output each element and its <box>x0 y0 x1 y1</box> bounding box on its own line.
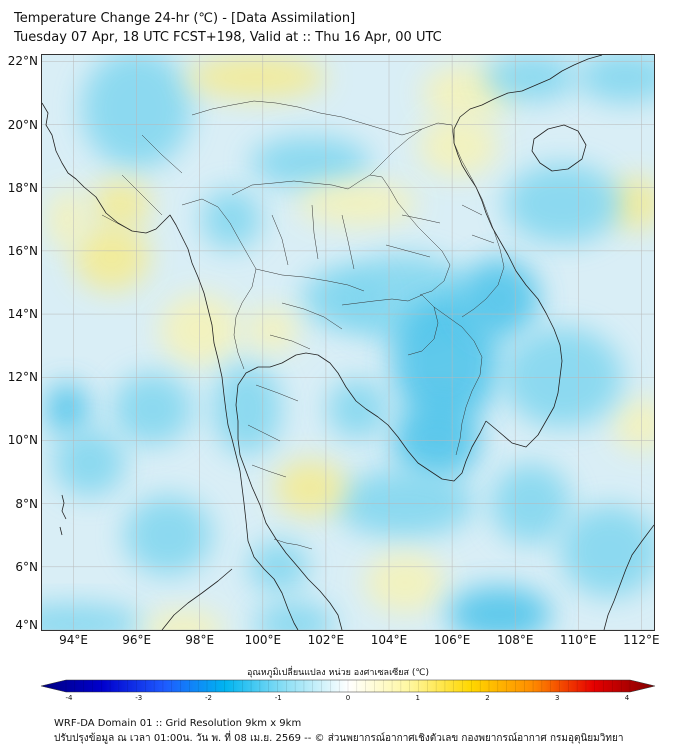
field-patch-hot <box>73 223 150 292</box>
coastline-bay-of-bengal <box>42 102 299 630</box>
field-patch-cold <box>45 382 90 435</box>
coastline-borneo <box>603 524 654 630</box>
longitude-label: 94°E <box>59 633 88 647</box>
longitude-label: 104°E <box>370 633 408 647</box>
longitude-label: 102°E <box>307 633 345 647</box>
colorbar-tick-label: 1 <box>415 694 420 702</box>
colorbar-tick-label: -1 <box>274 694 282 702</box>
map-panel <box>41 54 655 631</box>
border-thailand-cambodia <box>341 294 439 356</box>
coastline-sumatra <box>161 568 233 630</box>
field-patch-hot <box>607 177 654 230</box>
colorbar-tick-label: 4 <box>624 694 630 702</box>
field-patch-cool <box>254 601 335 630</box>
temperature-field <box>42 55 654 630</box>
coastlines <box>42 55 654 630</box>
latitude-label: 4°N <box>15 618 38 632</box>
temperature-change-map <box>42 55 654 630</box>
field-patch-cool <box>484 55 577 102</box>
colorbar-title: อุณหภูมิเปลี่ยนแปลง หน่วย องศาเซลเซียส (… <box>246 668 430 678</box>
latitude-label: 20°N <box>7 117 38 132</box>
colorbar-tick-marks <box>65 680 631 692</box>
longitude-label: 108°E <box>496 633 534 647</box>
colorbar-tick-label: 3 <box>555 694 560 702</box>
latitude-label: 16°N <box>7 243 38 258</box>
border-malaysia-thailand <box>273 538 313 550</box>
field-patch-cool <box>112 372 193 445</box>
longitude-label: 100°E <box>244 633 282 647</box>
field-patch-cool <box>559 505 654 598</box>
field-patch-cold <box>391 297 500 426</box>
field-patch-cool <box>42 603 144 630</box>
colorbar-tick-label: 0 <box>345 694 351 702</box>
colorbar <box>40 679 656 693</box>
longitude-label: 98°E <box>185 633 215 647</box>
field-patch-warm <box>613 398 654 451</box>
field-patch-warm <box>297 181 418 226</box>
colorbar-tick-label: -2 <box>205 694 212 702</box>
field-patch-cool <box>250 136 371 189</box>
border-laos-vietnam <box>369 122 505 318</box>
latitude-label: 12°N <box>7 370 38 385</box>
provinces-vietnam-laos <box>101 134 495 258</box>
field-patch-warm <box>47 189 88 250</box>
field-patch-cool <box>53 428 126 497</box>
graticule <box>42 55 654 630</box>
field-patch-hot <box>90 179 151 228</box>
field-patch-warm <box>246 307 299 352</box>
provinces-thailand-a <box>247 204 365 478</box>
field-patch-cold <box>447 586 552 630</box>
field-patch-warm <box>143 610 224 630</box>
field-patch-hot <box>186 55 327 100</box>
longitude-label: 110°E <box>560 633 597 647</box>
field-patch-cool <box>577 55 654 104</box>
colorbar-tick-label: -3 <box>135 694 143 702</box>
colorbar-gradient <box>40 679 656 693</box>
longitude-label: 112°E <box>623 633 660 647</box>
border-cambodia-vietnam <box>433 306 483 456</box>
latitude-label: 10°N <box>7 433 38 448</box>
field-patch-cold <box>459 258 540 339</box>
colorbar-tick-label: -4 <box>65 694 73 702</box>
longitude-label: 96°E <box>122 633 152 647</box>
footer-model-info: WRF-DA Domain 01 :: Grid Resolution 9km … <box>54 718 302 729</box>
latitude-label: 22°N <box>7 54 38 69</box>
field-patch-cool <box>201 189 262 250</box>
coastline-andaman <box>59 494 67 536</box>
field-patch-warm <box>364 552 445 613</box>
field-patch-hot <box>274 459 347 516</box>
latitude-label: 8°N <box>15 496 38 511</box>
coastline-hainan <box>531 124 587 172</box>
map-title: Temperature Change 24-hr (℃) - [Data Ass… <box>14 11 356 26</box>
field-patch-cool <box>327 378 388 439</box>
latitude-label: 18°N <box>7 180 38 195</box>
field-patch-cool <box>124 495 213 576</box>
field-patch-cool <box>213 362 282 455</box>
longitude-label: 106°E <box>433 633 471 647</box>
field-patch-cool <box>504 163 621 244</box>
map-subtitle: Tuesday 07 Apr, 18 UTC FCST+198, Valid a… <box>14 30 442 45</box>
coastline-gulf-of-thailand <box>235 352 487 630</box>
latitude-label: 6°N <box>15 559 38 574</box>
border-china-south <box>191 100 423 136</box>
border-thailand-laos <box>231 174 451 296</box>
latitude-label: 14°N <box>7 307 38 322</box>
field-patch-warm <box>418 116 499 177</box>
colorbar-tick-label: 2 <box>485 694 490 702</box>
admin-borders <box>101 100 505 550</box>
coastline-vietnam <box>453 55 603 448</box>
footer-credit: ปรับปรุงข้อมูล ณ เวลา 01:00น. วัน พ. ที่… <box>54 733 624 744</box>
field-patch-cool <box>301 268 382 329</box>
